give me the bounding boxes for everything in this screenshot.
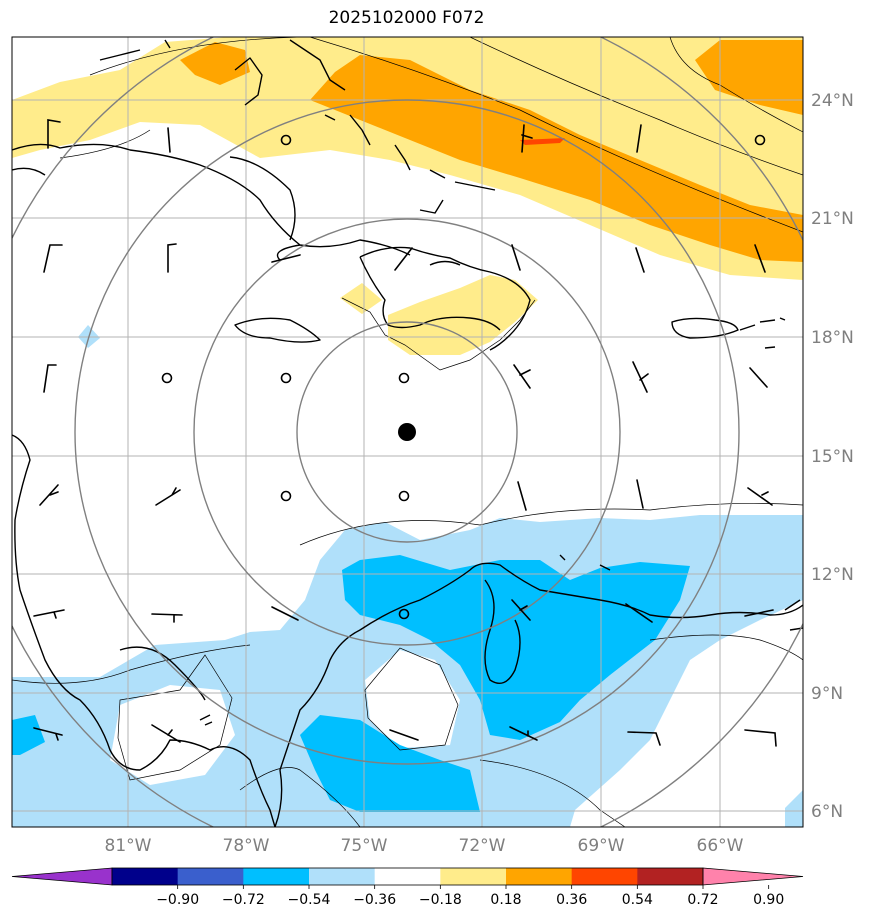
map-title: 2025102000 F072 — [328, 8, 485, 28]
lat-label: 18°N — [811, 328, 854, 348]
colorbar-extend-high — [702, 867, 804, 886]
colorbar-swatch — [637, 868, 704, 885]
colorbar-swatches — [11, 867, 804, 886]
colorbar-swatch — [374, 868, 441, 885]
colorbar-extend-low — [11, 867, 113, 886]
latitude-labels: 24°N 21°N 18°N 15°N 12°N 9°N 6°N — [811, 91, 854, 822]
colorbar-ticks: −0.90 −0.72 −0.54 −0.36 −0.18 0.18 0.36 0.54 0.7… — [156, 885, 784, 908]
lon-label: 69°W — [578, 836, 625, 856]
colorbar-tick-label: −0.72 — [222, 892, 265, 908]
lon-label: 81°W — [105, 836, 152, 856]
negative-anomaly-fill — [12, 325, 803, 827]
colorbar-tick-label: −0.36 — [353, 892, 396, 908]
lat-label: 9°N — [811, 684, 843, 704]
lat-label: 6°N — [811, 802, 843, 822]
coastlines — [12, 39, 803, 827]
longitude-labels: 81°W 78°W 75°W 72°W 69°W 66°W — [105, 836, 744, 856]
lat-label: 12°N — [811, 565, 854, 585]
colorbar-tick-label: −0.90 — [156, 892, 199, 908]
map-area — [12, 37, 803, 827]
colorbar-outline — [111, 867, 704, 886]
positive-anomaly-fill — [12, 37, 803, 355]
colorbar-swatch — [506, 868, 573, 885]
colorbar-swatch — [440, 868, 507, 885]
colorbar-swatch — [571, 868, 638, 885]
colorbar-tick-label: 0.72 — [687, 892, 718, 908]
lon-label: 75°W — [341, 836, 388, 856]
colorbar-swatch — [309, 868, 376, 885]
colorbar-swatch — [112, 868, 179, 885]
colorbar-tick-label: 0.36 — [556, 892, 587, 908]
lat-label: 15°N — [811, 447, 854, 467]
colorbar-tick-label: 0.54 — [622, 892, 653, 908]
storm-center-marker — [398, 423, 416, 441]
wind-barbs — [33, 119, 777, 747]
colorbar-tick-label: −0.18 — [419, 892, 462, 908]
lon-label: 66°W — [697, 836, 744, 856]
range-rings — [12, 37, 803, 827]
colorbar: −0.90 −0.72 −0.54 −0.36 −0.18 0.18 0.36 0.54 0.7… — [11, 867, 804, 908]
lon-label: 78°W — [223, 836, 270, 856]
colorbar-swatch — [243, 868, 310, 885]
lat-label: 24°N — [811, 91, 854, 111]
colorbar-tick-label: 0.18 — [490, 892, 521, 908]
lon-label: 72°W — [459, 836, 506, 856]
colorbar-swatch — [177, 868, 244, 885]
colorbar-tick-label: −0.54 — [288, 892, 331, 908]
map-frame — [11, 36, 804, 828]
lat-label: 21°N — [811, 209, 854, 229]
graticule — [12, 37, 803, 827]
colorbar-tick-label: 0.90 — [753, 892, 784, 908]
